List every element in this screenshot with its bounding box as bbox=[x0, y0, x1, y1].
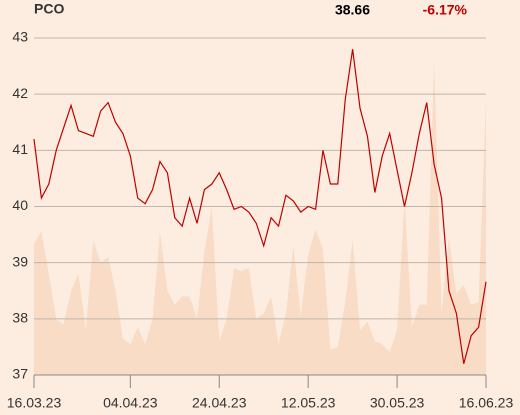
y-tick-label: 38 bbox=[12, 310, 28, 326]
y-tick-label: 39 bbox=[12, 253, 28, 269]
y-tick-label: 41 bbox=[12, 141, 28, 157]
x-tick-label: 12.05.23 bbox=[281, 395, 336, 411]
y-tick-label: 43 bbox=[12, 29, 28, 45]
y-tick-label: 37 bbox=[12, 366, 28, 382]
y-tick-label: 42 bbox=[12, 85, 28, 101]
volume-area bbox=[34, 60, 486, 375]
change: -6.17% bbox=[423, 2, 468, 18]
price-line bbox=[33, 49, 487, 364]
x-tick-label: 16.06.23 bbox=[459, 395, 514, 411]
x-tick-label: 24.04.23 bbox=[192, 395, 247, 411]
x-tick-label: 04.04.23 bbox=[103, 395, 158, 411]
last-price: 38.66 bbox=[335, 2, 370, 18]
x-tick-label: 30.05.23 bbox=[370, 395, 425, 411]
ticker: PCO bbox=[34, 1, 64, 17]
x-tick-label: 16.03.23 bbox=[7, 395, 62, 411]
y-tick-label: 40 bbox=[12, 197, 28, 213]
